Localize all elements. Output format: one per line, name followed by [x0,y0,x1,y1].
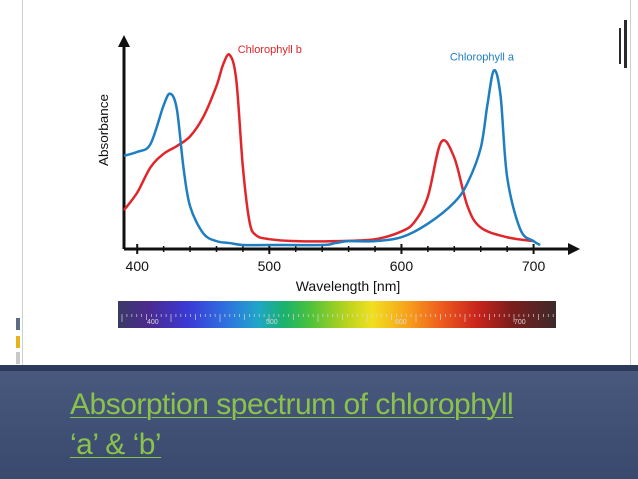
spectrum-label-600: 600 [395,319,407,326]
right-deco-bar-2 [619,28,621,64]
series-line-chlorophyll-b [123,53,534,243]
absorption-chart: 400 500 600 700 Wavelength [nm] Absorbance Chl… [96,35,580,294]
spectrum-tick-marks [121,314,554,322]
title-banner [0,365,638,479]
x-tick-label-700: 700 [522,258,546,274]
left-deco-bar-light [16,352,20,364]
y-axis-label: Absorbance [96,94,111,166]
right-rule [630,0,631,365]
y-axis-arrow [118,35,130,47]
chart-axes [118,35,580,255]
left-deco-bar-gold [16,336,20,348]
x-tick-label-600: 600 [390,258,414,274]
spectrum-label-500: 500 [266,319,278,326]
series-label-chlorophyll-a: Chlorophyll a [450,51,515,63]
banner-top-strip [0,365,638,371]
series-label-chlorophyll-b: Chlorophyll b [238,44,302,56]
x-tick-label-400: 400 [126,258,150,274]
spectrum-label-400: 400 [147,319,159,326]
x-axis-label: Wavelength [nm] [296,278,401,294]
x-axis-arrow [568,243,580,255]
left-deco-bar-dark [16,318,20,330]
series-line-chlorophyll-a [123,69,541,247]
chart-series [123,53,541,247]
right-deco-bar-1 [624,20,627,68]
spectrum-label-700: 700 [514,319,526,326]
chart-labels: 400 500 600 700 Wavelength [nm] Absorbance Chl… [96,44,545,294]
x-tick-label-500: 500 [258,258,282,274]
visible-spectrum-bar [118,301,556,328]
left-rule [22,0,23,365]
slide-title: Absorption spectrum of chlorophyll ‘a’ &… [70,388,514,461]
